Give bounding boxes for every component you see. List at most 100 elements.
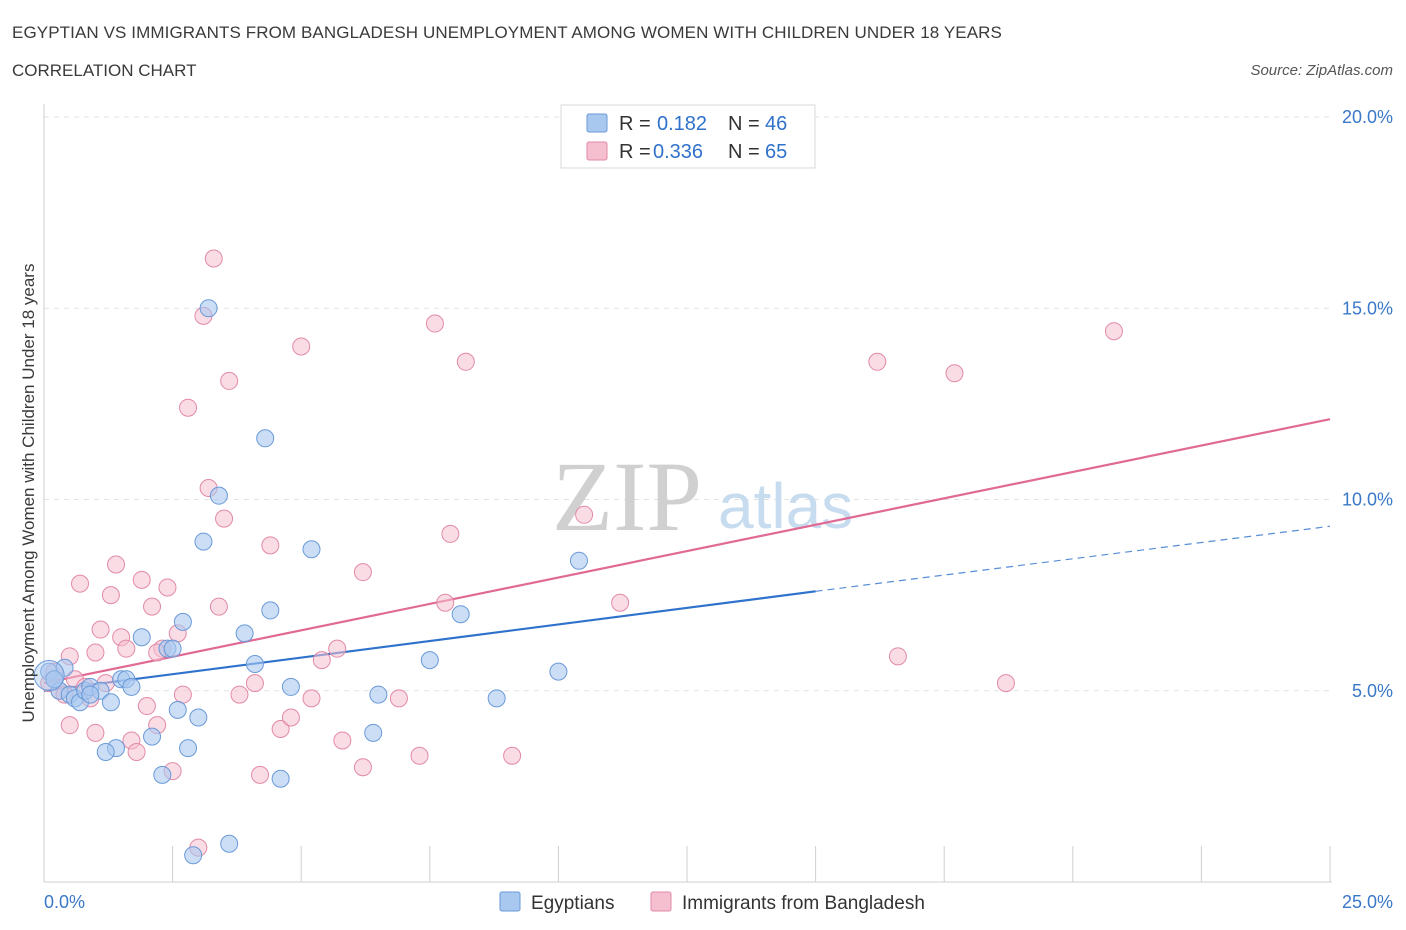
bangladesh-point: [503, 746, 522, 765]
egyptian-points: [33, 299, 588, 865]
bangladesh-point: [215, 509, 234, 528]
x-tick-label-min: 0.0%: [44, 892, 85, 912]
egyptians-n-value: 46: [765, 113, 787, 135]
bangladesh-point: [389, 689, 408, 708]
y-tick-label: 15.0%: [1342, 298, 1393, 318]
egyptian-point: [184, 846, 203, 865]
egyptian-point: [168, 700, 187, 719]
bangladesh-point: [888, 647, 907, 666]
bangladesh-point: [132, 570, 151, 589]
x-axis-ticks: [172, 846, 1331, 882]
y-tick-label: 20.0%: [1342, 107, 1393, 127]
bangladesh-point: [251, 765, 270, 784]
bangladesh-point: [143, 597, 162, 616]
bangladesh-r-value: 0.336: [653, 141, 703, 163]
bangladesh-point: [173, 685, 192, 704]
egyptian-point: [173, 612, 192, 631]
bangladesh-point: [117, 639, 136, 658]
egyptian-point: [163, 639, 182, 658]
egyptians-swatch: [586, 113, 608, 133]
bangladesh-point: [868, 352, 887, 371]
bangladesh-point: [281, 708, 300, 727]
bangladesh-point: [127, 742, 146, 761]
x-tick-label-max: 25.0%: [1342, 892, 1393, 912]
trend-lines: [43, 418, 1331, 692]
bangladesh-point: [230, 685, 249, 704]
axes: [43, 104, 1332, 883]
egyptian-point: [81, 685, 100, 704]
bangladesh-point: [86, 723, 105, 742]
bangladesh-point: [209, 597, 228, 616]
egyptian-point: [256, 429, 275, 448]
egyptian-point: [235, 624, 254, 643]
bangladesh-point: [179, 398, 198, 417]
egyptian-point: [101, 693, 120, 712]
bangladesh-point: [945, 364, 964, 383]
bangladesh-n-label: N =: [728, 141, 760, 163]
bangladesh-point: [91, 620, 110, 639]
bangladesh-point: [302, 689, 321, 708]
stats-legend: R = 0.182 N = 46 R = 0.336 N = 65: [560, 104, 816, 169]
bangladesh-swatch: [586, 141, 608, 161]
bangladesh-point: [353, 563, 372, 582]
bangladesh-r-label: R =: [619, 141, 651, 163]
bangladesh-point: [436, 593, 455, 612]
legend-bangladesh-label: Immigrants from Bangladesh: [682, 893, 925, 914]
bangladesh-n-value: 65: [765, 141, 787, 163]
egyptian-point: [451, 605, 470, 624]
bangladesh-point: [456, 352, 475, 371]
bangladesh-point: [425, 314, 444, 333]
egyptian-point: [199, 299, 218, 318]
egyptian-point: [122, 677, 141, 696]
egyptian-point: [96, 742, 115, 761]
chart-title: EGYPTIAN VS IMMIGRANTS FROM BANGLADESH U…: [12, 23, 1002, 42]
bangladesh-trend-line: [43, 418, 1331, 685]
bangladesh-point: [261, 536, 280, 555]
bangladesh-point: [441, 524, 460, 543]
grid-lines: [44, 116, 1330, 692]
egyptian-point: [194, 532, 213, 551]
bangladesh-point: [353, 758, 372, 777]
bangladesh-point: [71, 574, 90, 593]
legend-egyptians-label: Egyptians: [531, 893, 614, 914]
bangladesh-point: [101, 586, 120, 605]
y-axis-title: Unemployment Among Women with Children U…: [19, 264, 38, 723]
series-legend: Egyptians Immigrants from Bangladesh: [499, 891, 925, 914]
bangladesh-points: [40, 249, 1123, 857]
legend-egyptians-swatch: [499, 891, 521, 912]
bangladesh-point: [312, 651, 331, 670]
bangladesh-point: [107, 555, 126, 574]
egyptian-point: [271, 769, 290, 788]
egyptian-point: [132, 628, 151, 647]
bangladesh-point: [220, 371, 239, 390]
bangladesh-point: [996, 674, 1015, 693]
bangladesh-point: [204, 249, 223, 268]
egyptian-point: [364, 723, 383, 742]
egyptian-point: [281, 677, 300, 696]
egyptians-trend-line: [43, 590, 816, 692]
bangladesh-point: [158, 578, 177, 597]
egyptian-point: [569, 551, 588, 570]
egyptian-point: [245, 654, 264, 673]
bangladesh-point: [328, 639, 347, 658]
egyptian-point: [143, 727, 162, 746]
egyptian-point: [302, 540, 321, 559]
egyptian-point: [261, 601, 280, 620]
bangladesh-point: [1104, 322, 1123, 341]
bangladesh-point: [137, 697, 156, 716]
egyptian-point: [420, 651, 439, 670]
y-tick-label: 5.0%: [1352, 681, 1393, 701]
egyptian-point: [153, 765, 172, 784]
egyptians-n-label: N =: [728, 113, 760, 135]
egyptian-point: [179, 739, 198, 758]
egyptians-r-label: R =: [619, 113, 651, 135]
egyptians-r-value: 0.182: [657, 113, 707, 135]
egyptians-trend-extension: [815, 525, 1331, 592]
y-tick-labels: 5.0% 10.0% 15.0% 20.0%: [1342, 107, 1393, 701]
bangladesh-point: [575, 505, 594, 524]
source-credit: Source: ZipAtlas.com: [1250, 62, 1393, 79]
egyptian-point: [369, 685, 388, 704]
bangladesh-point: [245, 674, 264, 693]
egyptian-point: [487, 689, 506, 708]
